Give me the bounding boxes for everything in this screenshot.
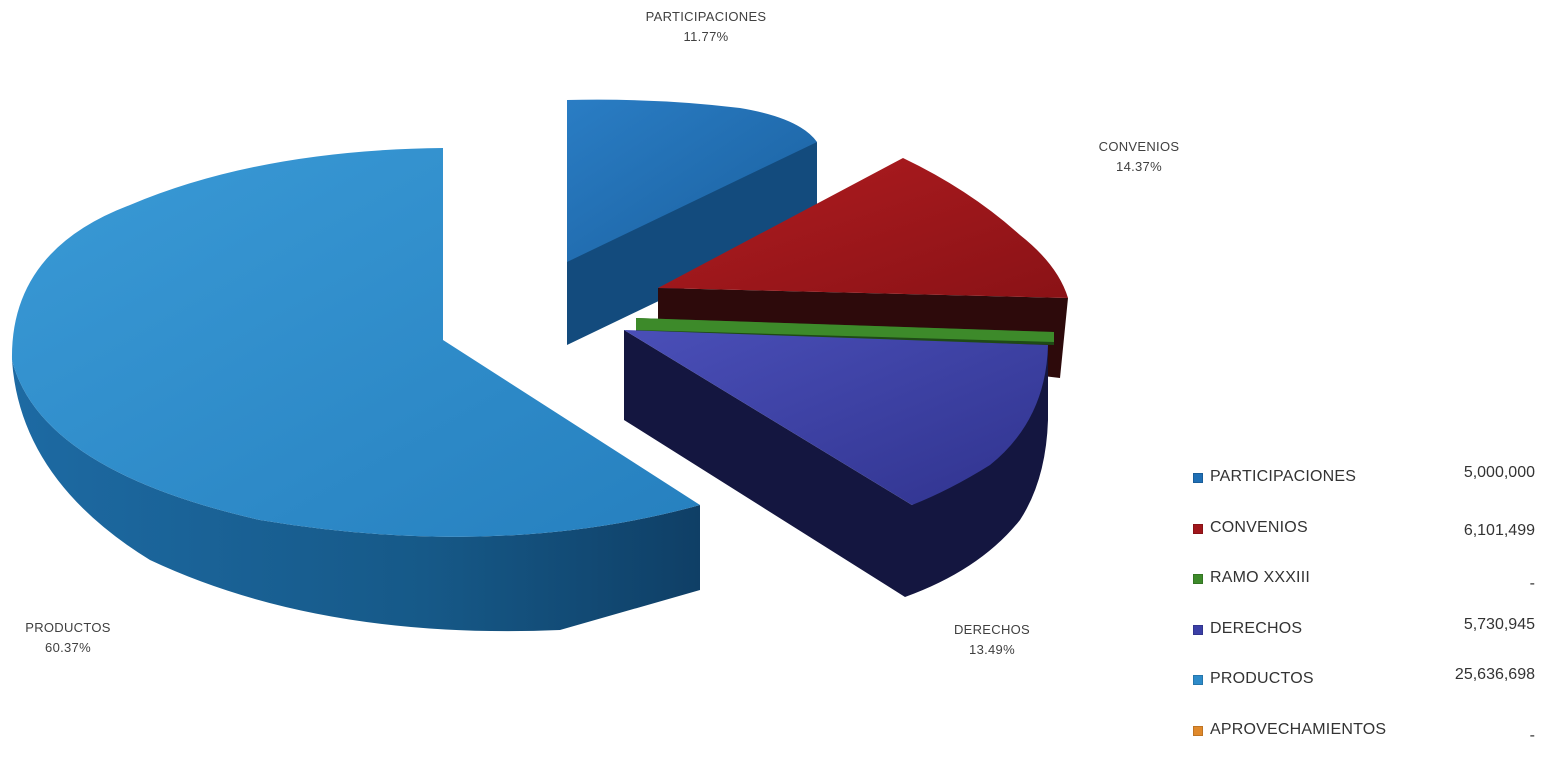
legend-value-derechos: 5,730,945 — [1464, 616, 1535, 634]
slice-percent-productos: 60.37% — [45, 640, 91, 655]
pie-chart: PARTICIPACIONES 11.77% CONVENIOS 14.37% DERE… — [0, 0, 1550, 738]
slice-label-derechos: DERECHOS — [954, 622, 1030, 637]
legend-item-participaciones: PARTICIPACIONES 5,000,000 — [1193, 462, 1545, 513]
legend-label-productos: PRODUCTOS — [1210, 670, 1314, 688]
legend-swatch-ramo-xxxiii — [1193, 574, 1203, 584]
legend-label-convenios: CONVENIOS — [1210, 519, 1308, 537]
slice-percent-convenios: 14.37% — [1116, 159, 1162, 174]
pie-slices — [12, 100, 1068, 631]
legend-value-participaciones: 5,000,000 — [1464, 464, 1535, 482]
legend-item-derechos: DERECHOS 5,730,945 — [1193, 614, 1545, 665]
legend-value-convenios: 6,101,499 — [1464, 522, 1535, 540]
legend-swatch-productos — [1193, 675, 1203, 685]
legend-swatch-aprovechamientos — [1193, 726, 1203, 736]
legend-value-ramo-xxxiii: - — [1530, 575, 1535, 593]
chart-legend: PARTICIPACIONES 5,000,000 CONVENIOS 6,101,4… — [1193, 462, 1545, 765]
slice-label-convenios: CONVENIOS — [1099, 139, 1180, 154]
legend-swatch-participaciones — [1193, 473, 1203, 483]
legend-label-ramo-xxxiii: RAMO XXXIII — [1210, 569, 1310, 587]
legend-value-productos: 25,636,698 — [1455, 666, 1535, 684]
legend-value-aprovechamientos: - — [1530, 727, 1535, 745]
legend-label-participaciones: PARTICIPACIONES — [1210, 468, 1356, 486]
legend-item-productos: PRODUCTOS 25,636,698 — [1193, 664, 1545, 715]
legend-swatch-derechos — [1193, 625, 1203, 635]
slice-percent-derechos: 13.49% — [969, 642, 1015, 657]
legend-item-aprovechamientos: APROVECHAMIENTOS - — [1193, 715, 1545, 765]
legend-item-ramo-xxxiii: RAMO XXXIII - — [1193, 563, 1545, 614]
slice-percent-participaciones: 11.77% — [684, 29, 729, 44]
legend-label-aprovechamientos: APROVECHAMIENTOS — [1210, 721, 1386, 739]
slice-label-productos: PRODUCTOS — [25, 620, 111, 635]
legend-item-convenios: CONVENIOS 6,101,499 — [1193, 513, 1545, 564]
slice-label-participaciones: PARTICIPACIONES — [646, 9, 767, 24]
legend-label-derechos: DERECHOS — [1210, 620, 1302, 638]
legend-swatch-convenios — [1193, 524, 1203, 534]
